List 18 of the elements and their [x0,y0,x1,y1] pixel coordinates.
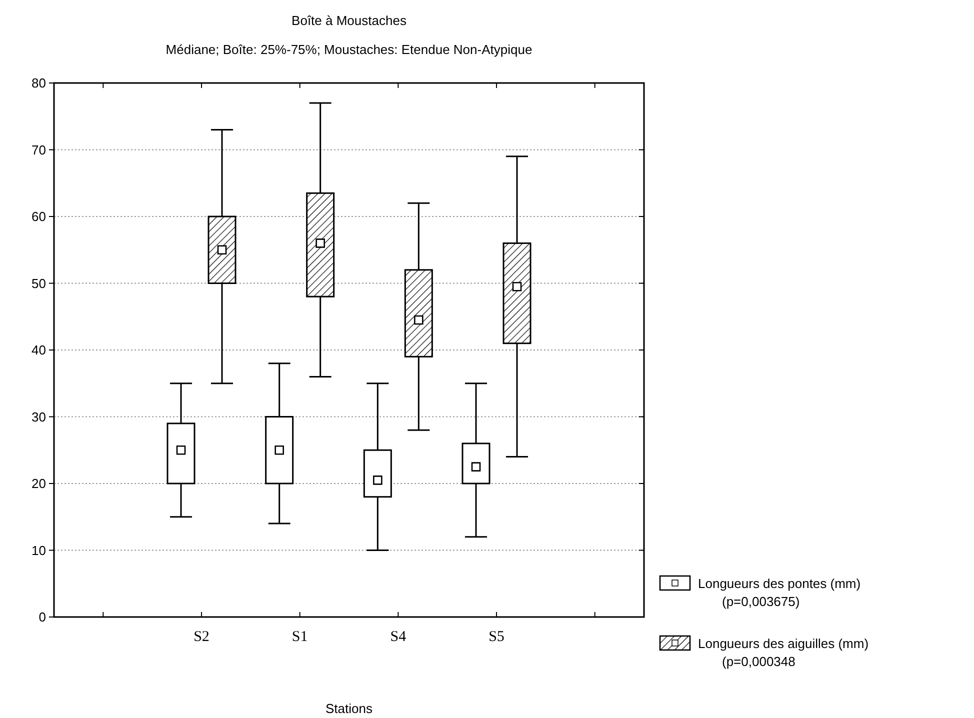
y-tick-label: 30 [32,409,46,424]
y-tick-label: 80 [32,76,46,91]
y-tick-label: 10 [32,542,46,558]
y-tick-label: 0 [38,610,46,625]
x-tick-label: S4 [390,629,407,645]
chart-subtitle: Médiane; Boîte: 25%-75%; Moustaches: Etendue Non-Atypique [166,42,532,57]
legend-label: Longueurs des pontes (mm) (p=0,003675) [698,576,861,609]
y-tick-label: 60 [32,209,46,224]
x-tick-label: S5 [488,629,504,645]
x-axis-title: Stations [326,701,373,716]
legend-label: Longueurs des aiguilles (mm) (p=0,000348 [698,636,869,669]
y-tick-label: 50 [32,276,46,291]
y-tick-label: 20 [32,476,46,492]
y-tick-label: 70 [32,142,46,158]
y-tick-label: 40 [32,342,46,358]
x-tick-label: S1 [292,629,308,645]
chart-title: Boîte à Moustaches [292,13,407,28]
x-tick-label: S2 [194,629,210,645]
